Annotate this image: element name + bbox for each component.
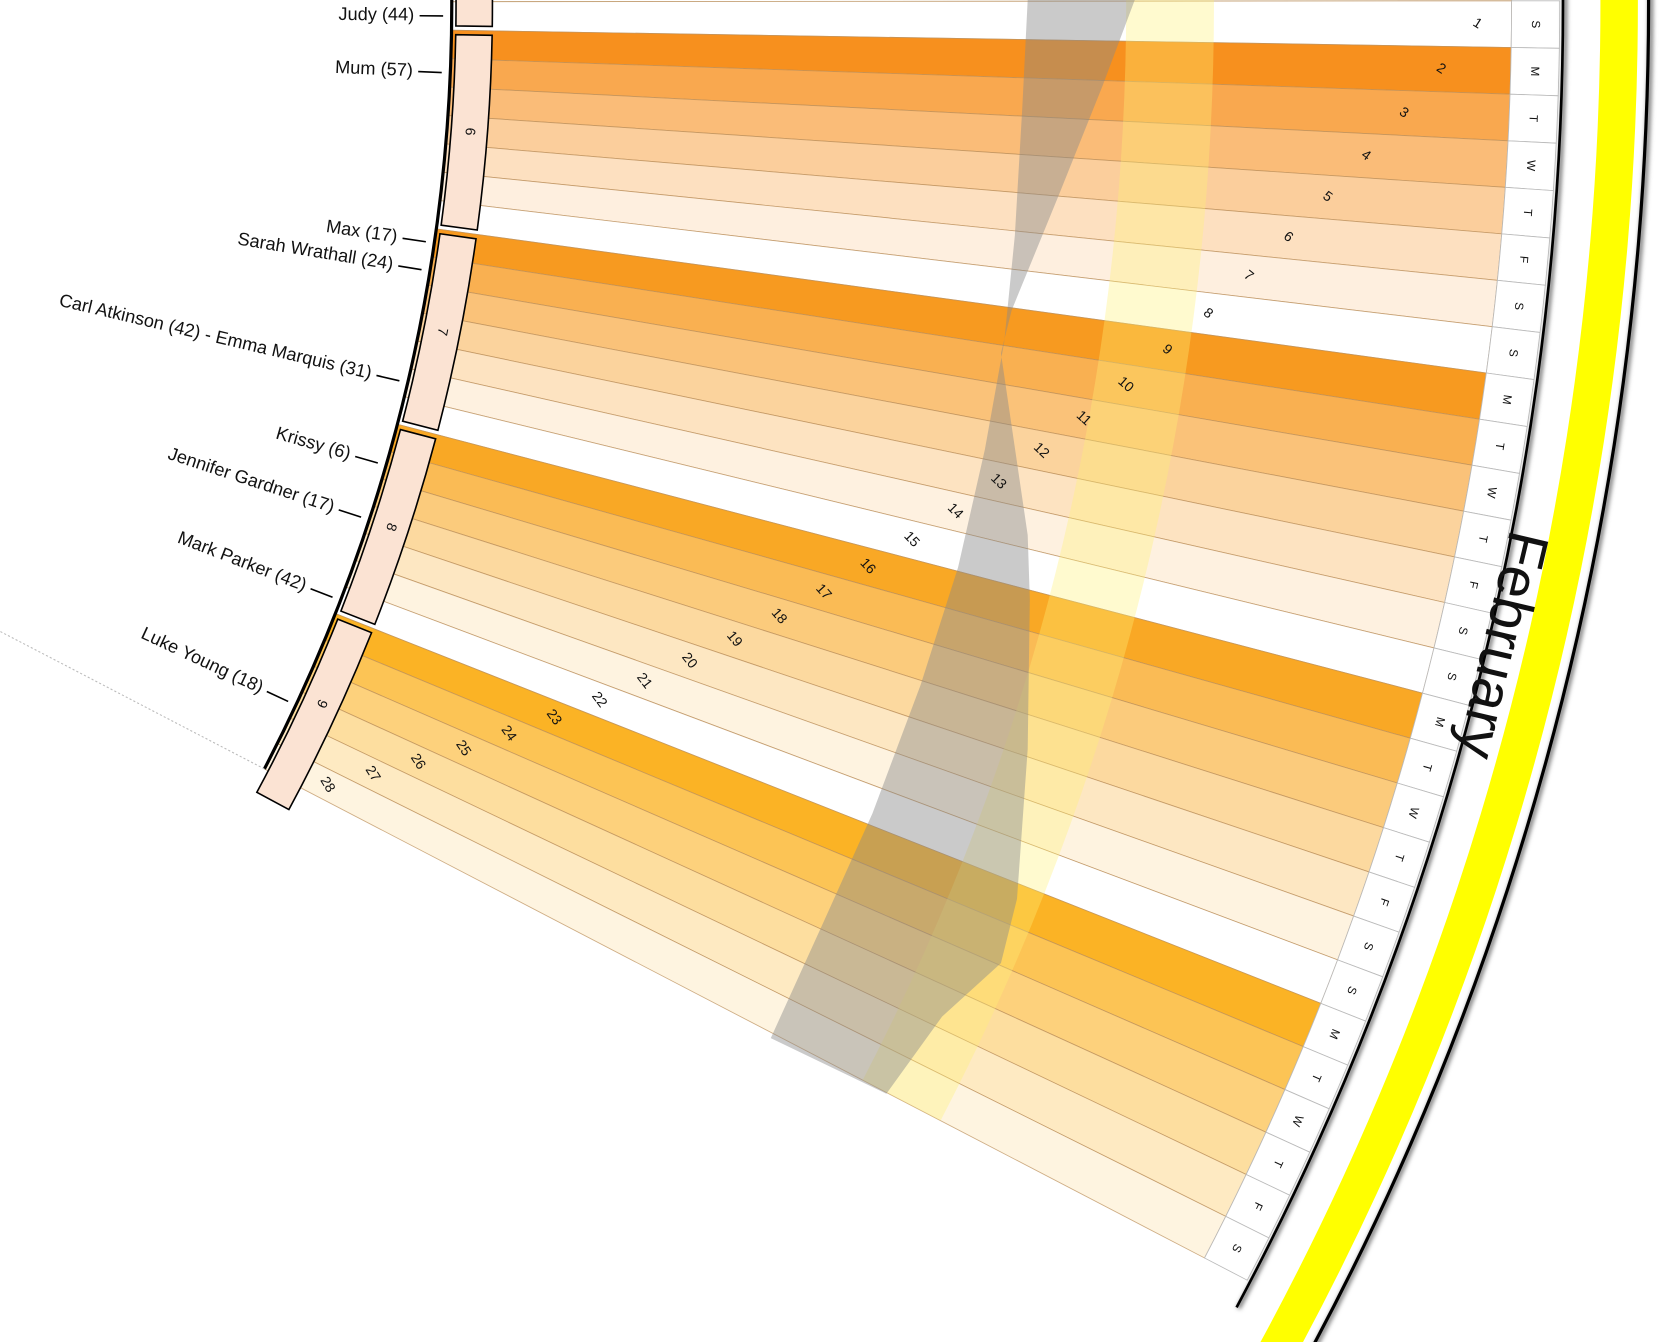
week-box <box>455 0 494 28</box>
week-number: 7 <box>435 326 452 337</box>
weekday-letter: T <box>1476 534 1490 544</box>
weekday-letter: T <box>1492 441 1506 450</box>
day-band <box>264 743 1226 1258</box>
day-band <box>436 200 1493 374</box>
birthday-label: Judy (44) <box>338 4 414 25</box>
day-band <box>355 533 1369 917</box>
weekday-letter: M <box>1432 716 1447 729</box>
day-band <box>397 396 1434 694</box>
birthday-tick <box>402 237 426 243</box>
weekday-letter: T <box>1526 115 1539 123</box>
weekday-letter: S <box>1512 302 1526 311</box>
day-band <box>345 560 1354 960</box>
weekday-letter: M <box>1528 66 1541 76</box>
weekday-letter: M <box>1326 1027 1342 1041</box>
birthday-label: Mark Parker (42) <box>175 527 310 595</box>
weekday-letter: T <box>1420 762 1434 773</box>
day-band <box>289 692 1266 1175</box>
birthday-tick <box>418 70 442 74</box>
birthday-label: Jennifer Gardner (17) <box>166 443 337 516</box>
day-number: 28 <box>317 773 339 795</box>
weekday-letter: M <box>1500 394 1514 406</box>
day-band <box>445 115 1506 234</box>
day-band <box>404 368 1445 648</box>
weekday-letter: F <box>1517 255 1531 263</box>
birthday-label: Luke Young (18) <box>138 623 267 697</box>
boundary-ray <box>0 630 265 770</box>
birthday-tick <box>354 455 379 464</box>
week-box <box>255 618 373 811</box>
week-box <box>440 33 493 231</box>
outer-shadow <box>1236 0 1568 1310</box>
day-band <box>410 341 1455 603</box>
birthday-tick <box>376 374 400 382</box>
day-band <box>277 717 1247 1217</box>
inner-line <box>262 0 454 770</box>
birthday-tick <box>338 509 362 518</box>
weekday-letter: F <box>1466 580 1480 590</box>
week-box <box>339 428 437 626</box>
weekday-letter: W <box>1405 805 1421 820</box>
weekday-letter: S <box>1529 20 1542 28</box>
weekday-cell <box>1203 1215 1270 1281</box>
daylight-band <box>770 0 1135 1094</box>
birthday-label: Krissy (6) <box>274 423 353 464</box>
day-band <box>416 313 1464 557</box>
weekday-letter: T <box>1392 852 1407 863</box>
birthday-label: Carl Atkinson (42) - Emma Marquis (31) <box>57 290 374 383</box>
weekday-letter: F <box>1377 896 1392 907</box>
month-ring <box>1260 0 1638 1342</box>
birthday-tick <box>310 587 333 598</box>
weekday-letter: S <box>1455 625 1469 636</box>
day-number: 26 <box>408 750 430 772</box>
week-box <box>401 232 477 432</box>
week-number: 6 <box>462 127 479 136</box>
day-band <box>364 506 1384 872</box>
rim-line <box>1313 0 1651 1342</box>
weekday-letter: W <box>1524 160 1538 173</box>
rim-shadow <box>1314 0 1654 1342</box>
day-band <box>451 0 1512 48</box>
outer-line <box>1235 0 1565 1308</box>
weekday-letter: T <box>1521 208 1535 216</box>
weekday-letter: S <box>1444 671 1459 682</box>
day-band <box>335 586 1338 1004</box>
weekday-letter: W <box>1484 486 1499 500</box>
birthday-tick <box>398 265 422 271</box>
birthday-label: Mum (57) <box>335 57 414 80</box>
day-band <box>443 143 1502 281</box>
weekday-letter: S <box>1506 348 1520 358</box>
day-number: 27 <box>363 763 385 785</box>
day-band <box>439 172 1498 327</box>
mid-band <box>862 0 1214 1121</box>
weekday-letter: S <box>1361 940 1376 952</box>
weekday-letter: T <box>1309 1072 1324 1084</box>
birthday-tick <box>266 690 289 703</box>
birthday-label: Max (17) <box>325 216 399 246</box>
